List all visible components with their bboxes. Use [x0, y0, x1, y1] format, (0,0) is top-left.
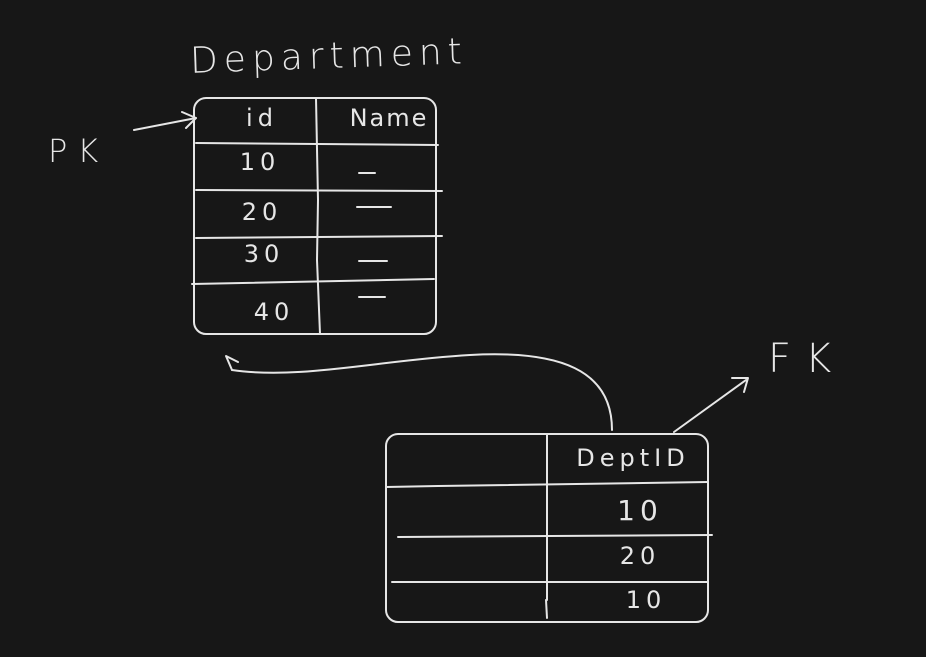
department-row-name-dash	[358, 172, 376, 174]
department-row-id: 10	[239, 148, 281, 176]
employee-table-divider	[545, 433, 548, 619]
department-row-name-dash	[358, 296, 386, 298]
fk-arrowhead	[731, 377, 749, 393]
department-row-name-dash	[358, 260, 388, 262]
employee-row-deptid: 10	[617, 494, 663, 527]
department-row-name-dash	[356, 206, 392, 208]
employee-table-row-line	[385, 481, 709, 488]
department-row-id: 30	[243, 240, 285, 268]
department-table-divider	[315, 97, 321, 335]
department-table-row-line	[195, 142, 439, 146]
department-table-row-line	[191, 278, 435, 285]
department-row-id: 20	[241, 198, 283, 226]
relationship-curve-end	[225, 355, 239, 371]
department-header-id: id	[246, 104, 278, 132]
employee-row-deptid: 20	[619, 542, 661, 570]
department-table-row-line	[195, 235, 443, 239]
pk-arrow	[133, 117, 197, 131]
fk-arrow	[673, 379, 747, 433]
relationship-curve	[231, 353, 613, 431]
employee-header-deptid: DeptID	[576, 444, 690, 472]
employee-row-deptid: 10	[625, 586, 667, 614]
employee-table-row-line	[397, 534, 713, 538]
department-table-row-line	[195, 189, 443, 192]
fk-label: FK	[768, 336, 846, 382]
pk-arrowhead	[181, 111, 197, 129]
department-row-id: 40	[253, 298, 295, 326]
pk-label: PK	[48, 132, 109, 170]
department-header-name: Name	[349, 104, 429, 132]
